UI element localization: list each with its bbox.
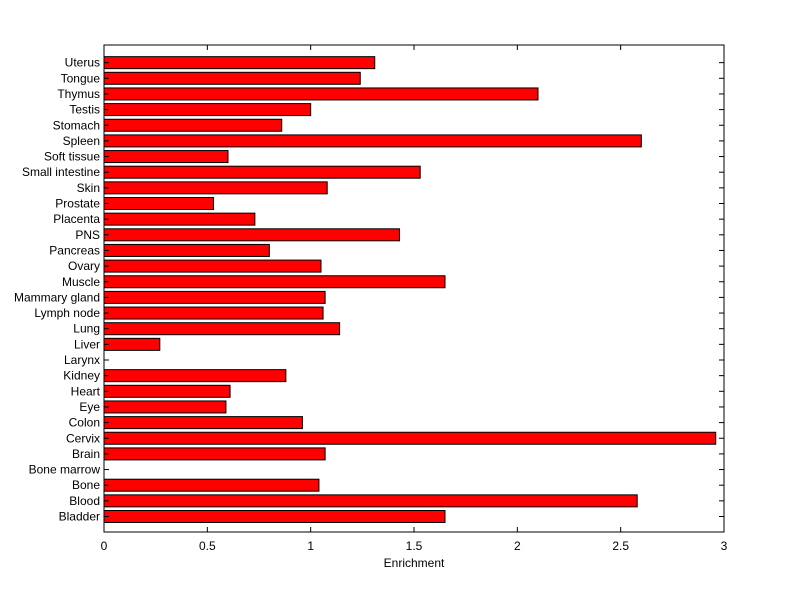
bar-tongue	[103, 71, 361, 85]
bar-stomach	[103, 118, 283, 132]
y-tick-label: Skin	[77, 181, 100, 195]
bar-skin	[103, 181, 328, 195]
y-tick-label: Testis	[69, 103, 100, 117]
bar-uterus	[103, 56, 376, 70]
bar-pancreas	[103, 243, 270, 257]
bar-brain	[103, 447, 326, 461]
bar-blood	[103, 494, 638, 508]
x-tick-label: 2.5	[612, 539, 629, 553]
y-tick-label: Prostate	[55, 197, 100, 211]
bar-soft-tissue	[103, 150, 229, 164]
bar-kidney	[103, 369, 287, 383]
y-tick-label: Cervix	[66, 431, 100, 445]
bar-testis	[103, 103, 312, 117]
y-tick-label: Bladder	[59, 510, 100, 524]
bar-placenta	[103, 212, 256, 226]
y-tick-label: Muscle	[62, 275, 100, 289]
y-tick-label: Brain	[72, 447, 100, 461]
x-axis-label: Enrichment	[384, 556, 445, 570]
bar-heart	[103, 384, 231, 398]
x-ticks-group: 0 0.5 1 1.5 2 2.5 3	[101, 45, 728, 553]
y-tick-label: Blood	[69, 494, 100, 508]
y-tick-label: Lung	[73, 322, 100, 336]
y-tick-label: Mammary gland	[14, 290, 100, 304]
y-tick-label: Kidney	[63, 369, 100, 383]
y-tick-label: Heart	[71, 384, 101, 398]
bar-spleen	[103, 134, 642, 148]
bar-pns	[103, 228, 401, 242]
y-tick-label: Thymus	[57, 87, 100, 101]
y-tick-label: Tongue	[61, 71, 101, 85]
bar-bladder	[103, 510, 446, 523]
x-tick-label: 0	[101, 539, 108, 553]
y-tick-label: Lymph node	[34, 306, 100, 320]
bar-prostate	[103, 197, 215, 210]
bar-thymus	[103, 87, 539, 101]
bar-small-intestine	[103, 165, 421, 179]
bar-ovary	[103, 259, 322, 273]
bar-lung	[103, 322, 341, 336]
y-tick-label: Bone marrow	[29, 463, 101, 477]
y-tick-label: Ovary	[68, 259, 100, 273]
bar-colon	[103, 416, 303, 430]
bar-liver	[103, 337, 161, 351]
x-tick-label: 3	[721, 539, 728, 553]
bar-mammary-gland	[103, 290, 326, 304]
y-tick-label: PNS	[75, 228, 100, 242]
y-tick-label: Small intestine	[22, 165, 100, 179]
bar-muscle	[103, 275, 446, 289]
x-tick-label: 1	[307, 539, 314, 553]
y-tick-label: Uterus	[65, 56, 100, 70]
bar-lymph-node	[103, 306, 324, 320]
x-tick-label: 2	[514, 539, 521, 553]
y-tick-label: Liver	[74, 337, 100, 351]
y-tick-label: Pancreas	[49, 243, 100, 257]
y-tick-label: Placenta	[53, 212, 100, 226]
y-tick-label: Colon	[69, 416, 100, 430]
y-tick-label: Soft tissue	[44, 150, 100, 164]
y-tick-label: Spleen	[63, 134, 100, 148]
bar-cervix	[103, 431, 717, 445]
y-tick-label: Bone	[72, 478, 100, 492]
x-tick-label: 1.5	[406, 539, 423, 553]
y-tick-label: Stomach	[53, 118, 100, 132]
y-tick-label: Larynx	[64, 353, 100, 367]
bar-bone	[103, 478, 320, 492]
x-tick-label: 0.5	[199, 539, 216, 553]
y-tick-label: Eye	[79, 400, 100, 414]
bar-eye	[103, 400, 227, 414]
